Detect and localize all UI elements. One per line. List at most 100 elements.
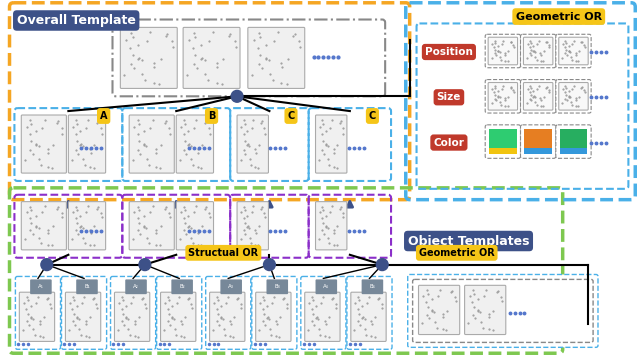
Point <box>328 295 339 301</box>
Point <box>73 151 83 156</box>
FancyBboxPatch shape <box>485 34 520 68</box>
Point <box>213 298 223 303</box>
Point <box>225 318 236 324</box>
FancyBboxPatch shape <box>76 280 98 294</box>
FancyBboxPatch shape <box>68 115 106 173</box>
Point <box>180 315 190 320</box>
Text: C: C <box>369 111 376 121</box>
FancyBboxPatch shape <box>520 80 556 113</box>
Point <box>236 301 246 307</box>
Point <box>262 315 273 321</box>
Point <box>77 225 88 231</box>
Point <box>328 146 339 152</box>
Point <box>492 290 502 295</box>
Point <box>445 290 456 295</box>
Point <box>376 301 387 307</box>
Point <box>543 87 554 93</box>
Point <box>257 65 267 71</box>
Point <box>253 223 264 229</box>
Point <box>335 206 345 212</box>
Point <box>276 80 287 86</box>
Point <box>366 318 376 324</box>
Point <box>121 303 131 309</box>
Point <box>180 231 191 236</box>
Point <box>174 294 184 300</box>
Point <box>308 298 318 303</box>
Point <box>560 44 570 50</box>
Point <box>183 297 193 302</box>
Point <box>497 41 507 47</box>
Point <box>31 142 41 148</box>
Point <box>179 147 189 152</box>
Point <box>422 287 432 293</box>
Point <box>151 150 161 155</box>
Point <box>565 49 575 55</box>
Point <box>493 49 503 54</box>
Point <box>125 300 136 306</box>
Text: A: A <box>100 111 108 121</box>
Point <box>243 142 253 148</box>
FancyBboxPatch shape <box>556 80 591 113</box>
Point <box>317 117 328 123</box>
Point <box>331 306 341 311</box>
Point <box>349 327 360 333</box>
Point <box>77 300 87 306</box>
Point <box>536 58 546 64</box>
Point <box>21 124 31 130</box>
Point <box>574 49 584 54</box>
Point <box>317 215 327 221</box>
Point <box>236 124 246 130</box>
Point <box>282 306 292 311</box>
Point <box>72 315 82 321</box>
Point <box>560 84 570 89</box>
Point <box>579 44 589 50</box>
Point <box>163 306 173 312</box>
Point <box>531 57 541 63</box>
Point <box>217 81 227 86</box>
Point <box>316 300 326 306</box>
Point <box>43 242 53 248</box>
Point <box>500 103 510 109</box>
FancyBboxPatch shape <box>305 292 340 341</box>
Point <box>140 301 150 307</box>
Point <box>275 334 285 340</box>
Point <box>528 43 538 49</box>
Point <box>68 311 79 317</box>
Point <box>239 121 250 127</box>
Point <box>124 326 134 332</box>
Point <box>31 141 42 147</box>
Point <box>176 318 186 324</box>
Point <box>22 294 32 300</box>
Point <box>565 95 575 100</box>
Point <box>92 306 102 311</box>
Point <box>244 156 255 162</box>
Point <box>528 94 538 100</box>
Point <box>314 316 324 322</box>
FancyBboxPatch shape <box>316 115 347 173</box>
Point <box>89 295 99 301</box>
FancyBboxPatch shape <box>237 115 268 173</box>
Point <box>427 297 437 302</box>
Point <box>323 334 333 340</box>
Point <box>216 303 226 309</box>
Point <box>357 315 367 321</box>
Point <box>35 333 45 339</box>
Point <box>133 334 143 340</box>
Point <box>567 57 577 63</box>
Point <box>229 39 239 44</box>
Point <box>239 207 250 213</box>
Point <box>481 287 491 293</box>
Point <box>70 131 81 137</box>
Point <box>243 224 253 230</box>
Point <box>473 308 483 314</box>
Point <box>314 326 324 332</box>
Point <box>500 95 510 101</box>
Point <box>469 291 479 296</box>
Point <box>493 94 503 100</box>
Point <box>534 38 544 44</box>
Point <box>31 224 41 230</box>
Point <box>26 314 36 320</box>
FancyBboxPatch shape <box>524 149 552 154</box>
FancyBboxPatch shape <box>125 280 147 294</box>
Text: B₄: B₄ <box>369 284 375 289</box>
